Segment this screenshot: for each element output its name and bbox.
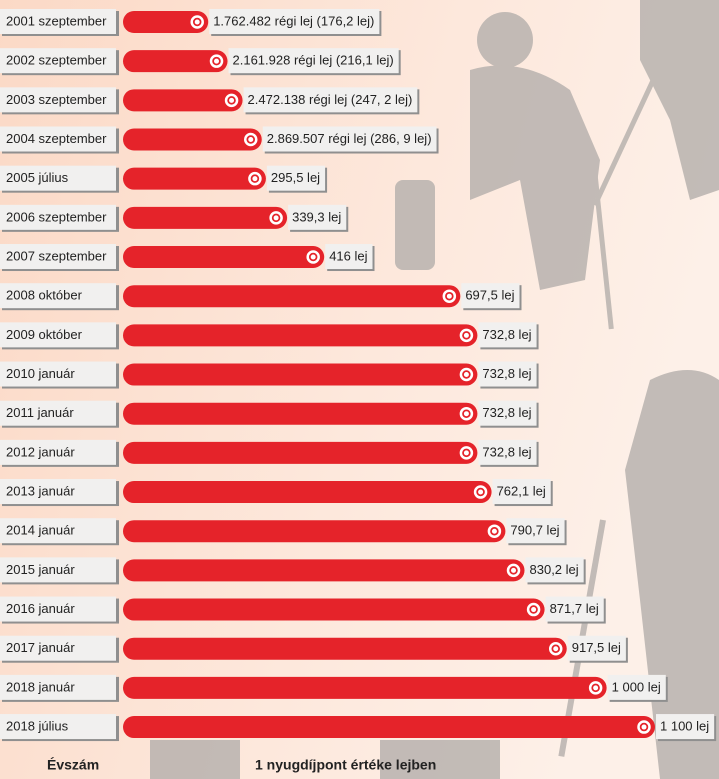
category-label: 2003 szeptember	[6, 92, 107, 107]
bar-end-dot	[464, 333, 469, 338]
bar-end-dot	[195, 20, 200, 25]
bar-end-dot	[214, 59, 219, 64]
bar	[123, 677, 607, 699]
bar	[123, 285, 460, 307]
y-axis-title: Évszám	[47, 757, 99, 773]
value-label: 830,2 lej	[530, 562, 579, 577]
bar	[123, 364, 477, 386]
bar	[123, 168, 266, 190]
bar	[123, 599, 545, 621]
bar-end-dot	[553, 646, 558, 651]
bar-end-dot	[492, 529, 497, 534]
value-label: 2.472.138 régi lej (247, 2 lej)	[248, 92, 413, 107]
bar-end-dot	[642, 725, 647, 730]
bar-end-dot	[274, 215, 279, 220]
value-label: 1.762.482 régi lej (176,2 lej)	[213, 13, 374, 28]
value-label: 762,1 lej	[497, 483, 546, 498]
value-label: 416 lej	[329, 248, 367, 263]
category-label: 2010 január	[6, 366, 75, 381]
category-label: 2018 július	[6, 718, 69, 733]
category-label: 2016 január	[6, 601, 75, 616]
bar	[123, 520, 505, 542]
category-label: 2013 január	[6, 483, 75, 498]
value-label: 295,5 lej	[271, 170, 320, 185]
value-label: 339,3 lej	[292, 209, 341, 224]
bar-end-dot	[464, 450, 469, 455]
value-label: 732,8 lej	[482, 366, 531, 381]
category-label: 2018 január	[6, 679, 75, 694]
category-label: 2007 szeptember	[6, 248, 107, 263]
bar	[123, 559, 525, 581]
bar	[123, 129, 262, 151]
category-label: 2006 szeptember	[6, 209, 107, 224]
category-label: 2017 január	[6, 640, 75, 655]
value-label: 2.161.928 régi lej (216,1 lej)	[233, 53, 394, 68]
bar	[123, 638, 567, 660]
category-label: 2001 szeptember	[6, 13, 107, 28]
category-label: 2005 július	[6, 170, 69, 185]
bar	[123, 324, 477, 346]
bar-end-dot	[478, 490, 483, 495]
value-label: 1 100 lej	[660, 718, 709, 733]
bar	[123, 246, 324, 268]
bar	[123, 403, 477, 425]
value-label: 2.869.507 régi lej (286, 9 lej)	[267, 131, 432, 146]
chart: Évszám 1 nyugdíjpont értéke lejben 2001 …	[0, 0, 719, 779]
bar-end-dot	[464, 411, 469, 416]
bar-end-dot	[229, 98, 234, 103]
bar-end-dot	[248, 137, 253, 142]
category-label: 2002 szeptember	[6, 53, 107, 68]
category-label: 2008 október	[6, 288, 83, 303]
value-label: 871,7 lej	[550, 601, 599, 616]
value-label: 732,8 lej	[482, 444, 531, 459]
bar-end-dot	[447, 294, 452, 299]
bar-end-dot	[311, 255, 316, 260]
bar	[123, 89, 243, 111]
value-label: 732,8 lej	[482, 405, 531, 420]
value-label: 732,8 lej	[482, 327, 531, 342]
category-label: 2012 január	[6, 444, 75, 459]
value-label: 917,5 lej	[572, 640, 621, 655]
x-axis-title: 1 nyugdíjpont értéke lejben	[255, 757, 436, 773]
category-label: 2014 január	[6, 523, 75, 538]
bar	[123, 481, 492, 503]
bar-end-dot	[593, 685, 598, 690]
category-label: 2004 szeptember	[6, 131, 107, 146]
bar	[123, 716, 655, 738]
bar	[123, 207, 287, 229]
bar-end-dot	[252, 176, 257, 181]
bar-end-dot	[464, 372, 469, 377]
bar	[123, 442, 477, 464]
category-label: 2015 január	[6, 562, 75, 577]
value-label: 1 000 lej	[612, 679, 661, 694]
category-label: 2011 január	[6, 405, 74, 420]
value-label: 697,5 lej	[465, 288, 514, 303]
category-label: 2009 október	[6, 327, 83, 342]
value-label: 790,7 lej	[510, 523, 559, 538]
bar-end-dot	[511, 568, 516, 573]
bar-end-dot	[531, 607, 536, 612]
